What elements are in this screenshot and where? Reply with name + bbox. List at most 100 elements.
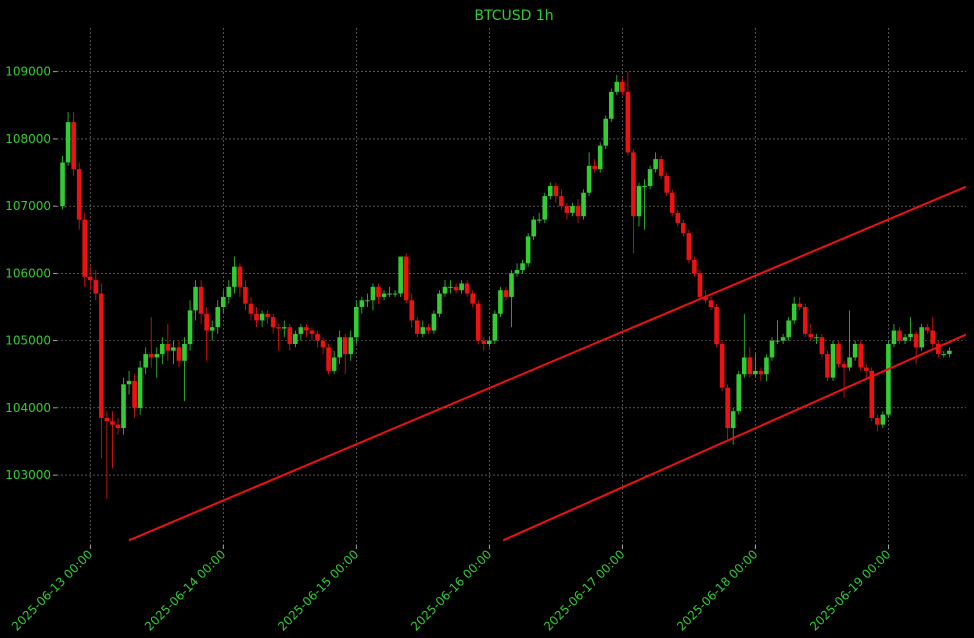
y-tick-label: 104000 [5,401,51,415]
candle-body [675,212,681,223]
candle-body [736,374,742,412]
x-tick-label: 2025-06-19 00:00 [807,547,893,633]
candle-body [281,327,287,329]
candle-body [381,293,387,297]
candle-body [348,337,354,355]
candle-body [725,387,730,429]
candle-body [137,367,143,408]
candle-body [686,233,692,260]
candle-body [442,286,448,294]
candle-body [237,266,243,287]
candle-body [503,290,509,297]
x-tick-label: 2025-06-16 00:00 [408,547,494,633]
candle-body [331,357,337,371]
candle-body [492,313,498,341]
candle-body [531,219,536,237]
candle-body [819,337,825,355]
candle-body [758,370,764,375]
x-tick-label: 2025-06-15 00:00 [275,547,361,633]
candle-body [741,357,747,375]
candle-body [354,307,359,338]
candle-body [304,327,309,331]
candle-body [935,343,941,355]
candle-body [342,337,348,355]
x-tick-label: 2025-06-18 00:00 [674,547,760,633]
candle-body [786,320,791,338]
candle-body [398,256,403,294]
candle-body [392,293,398,295]
candle-body [769,340,775,358]
candle-body [232,266,237,287]
candle-body [243,286,248,304]
candle-body [714,307,719,344]
candle-body [608,91,614,119]
candle-body [575,206,581,217]
candle-body [154,354,160,358]
candle-body [148,354,154,358]
candle-body [947,350,952,355]
y-tick-label: 103000 [5,468,51,482]
candle-body [570,206,575,213]
grid [57,28,966,545]
candle-body [514,270,520,274]
candle-body [564,206,570,213]
candle-body [298,327,304,334]
candle-body [814,337,819,339]
candle-body [409,300,415,321]
candle-body [365,300,370,302]
candle-body [658,159,664,176]
candle-body [459,283,464,291]
candle-body [420,327,426,334]
candle-body [104,417,110,422]
candle-body [620,81,625,92]
candle-body [636,185,642,217]
candle-body [293,333,298,344]
candle-body [76,169,82,220]
candle-body [802,307,808,334]
candle-body [287,327,293,344]
candle-body [376,286,381,297]
candle-body [448,286,453,288]
candle-body [875,417,880,425]
candle-body [464,283,470,294]
candle-body [647,169,653,186]
candle-body [841,364,847,368]
candle-body [703,296,708,301]
candle-body [259,313,265,321]
candle-body [171,347,176,351]
candle-body [697,273,703,297]
candle-body [326,347,331,371]
y-tick-label: 107000 [5,199,51,213]
candle-body [791,303,797,321]
candle-body [919,327,924,348]
candle-body [808,333,814,338]
candle-body [559,196,564,207]
candle-body [487,340,492,344]
candle-body [187,310,193,344]
candle-body [525,236,531,264]
x-tick-label: 2025-06-13 00:00 [9,547,95,633]
candle-body [924,327,930,331]
candle-body [165,343,171,351]
candle-body [453,286,459,291]
candle-body [847,357,852,368]
candle-body [553,185,559,197]
candle-body [764,357,769,375]
candle-body [797,303,803,308]
candle-body [426,327,431,331]
candle-body [547,185,553,197]
candle-body [642,185,647,187]
candle-body [132,380,137,408]
candle-body [897,330,902,341]
candle-body [254,313,259,321]
candle-body [753,370,758,375]
x-tick-label: 2025-06-14 00:00 [142,547,228,633]
candle-body [265,313,270,318]
candle-body [110,421,115,425]
candle-body [586,165,592,193]
candle-body [825,354,830,378]
candle-body [520,263,525,271]
candle-body [248,303,254,314]
candle-body [891,330,897,344]
